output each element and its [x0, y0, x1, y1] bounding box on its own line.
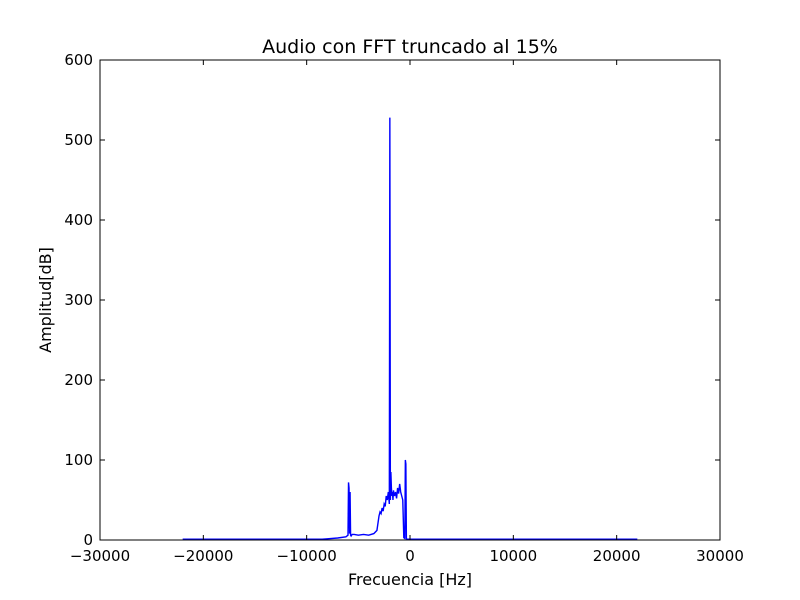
x-tick-label: 20000	[593, 547, 641, 565]
chart-title: Audio con FFT truncado al 15%	[262, 36, 558, 58]
plot-area	[182, 117, 638, 540]
y-tick-label: 400	[64, 211, 93, 229]
x-tick-label: 10000	[489, 547, 537, 565]
x-axis-label: Frecuencia [Hz]	[348, 570, 472, 589]
y-tick-label: 300	[64, 291, 93, 309]
x-tick-label: 30000	[696, 547, 744, 565]
y-tick-label: 200	[64, 371, 93, 389]
x-tick-label: −20000	[173, 547, 233, 565]
y-tick-label: 0	[83, 531, 93, 549]
x-tick-label: −30000	[70, 547, 130, 565]
y-tick-label: 100	[64, 451, 93, 469]
plot-frame	[99, 59, 721, 541]
x-tick-label: 0	[405, 547, 415, 565]
x-tick-label: −10000	[277, 547, 337, 565]
y-tick-label: 600	[64, 51, 93, 69]
series-line-0	[182, 117, 638, 540]
y-tick-label: 500	[64, 131, 93, 149]
ticks-layer: −30000 −20000 −10000 0 10000 20000 30000 0 100 20…	[64, 51, 744, 565]
y-axis-label: Amplitud[dB]	[36, 247, 55, 353]
